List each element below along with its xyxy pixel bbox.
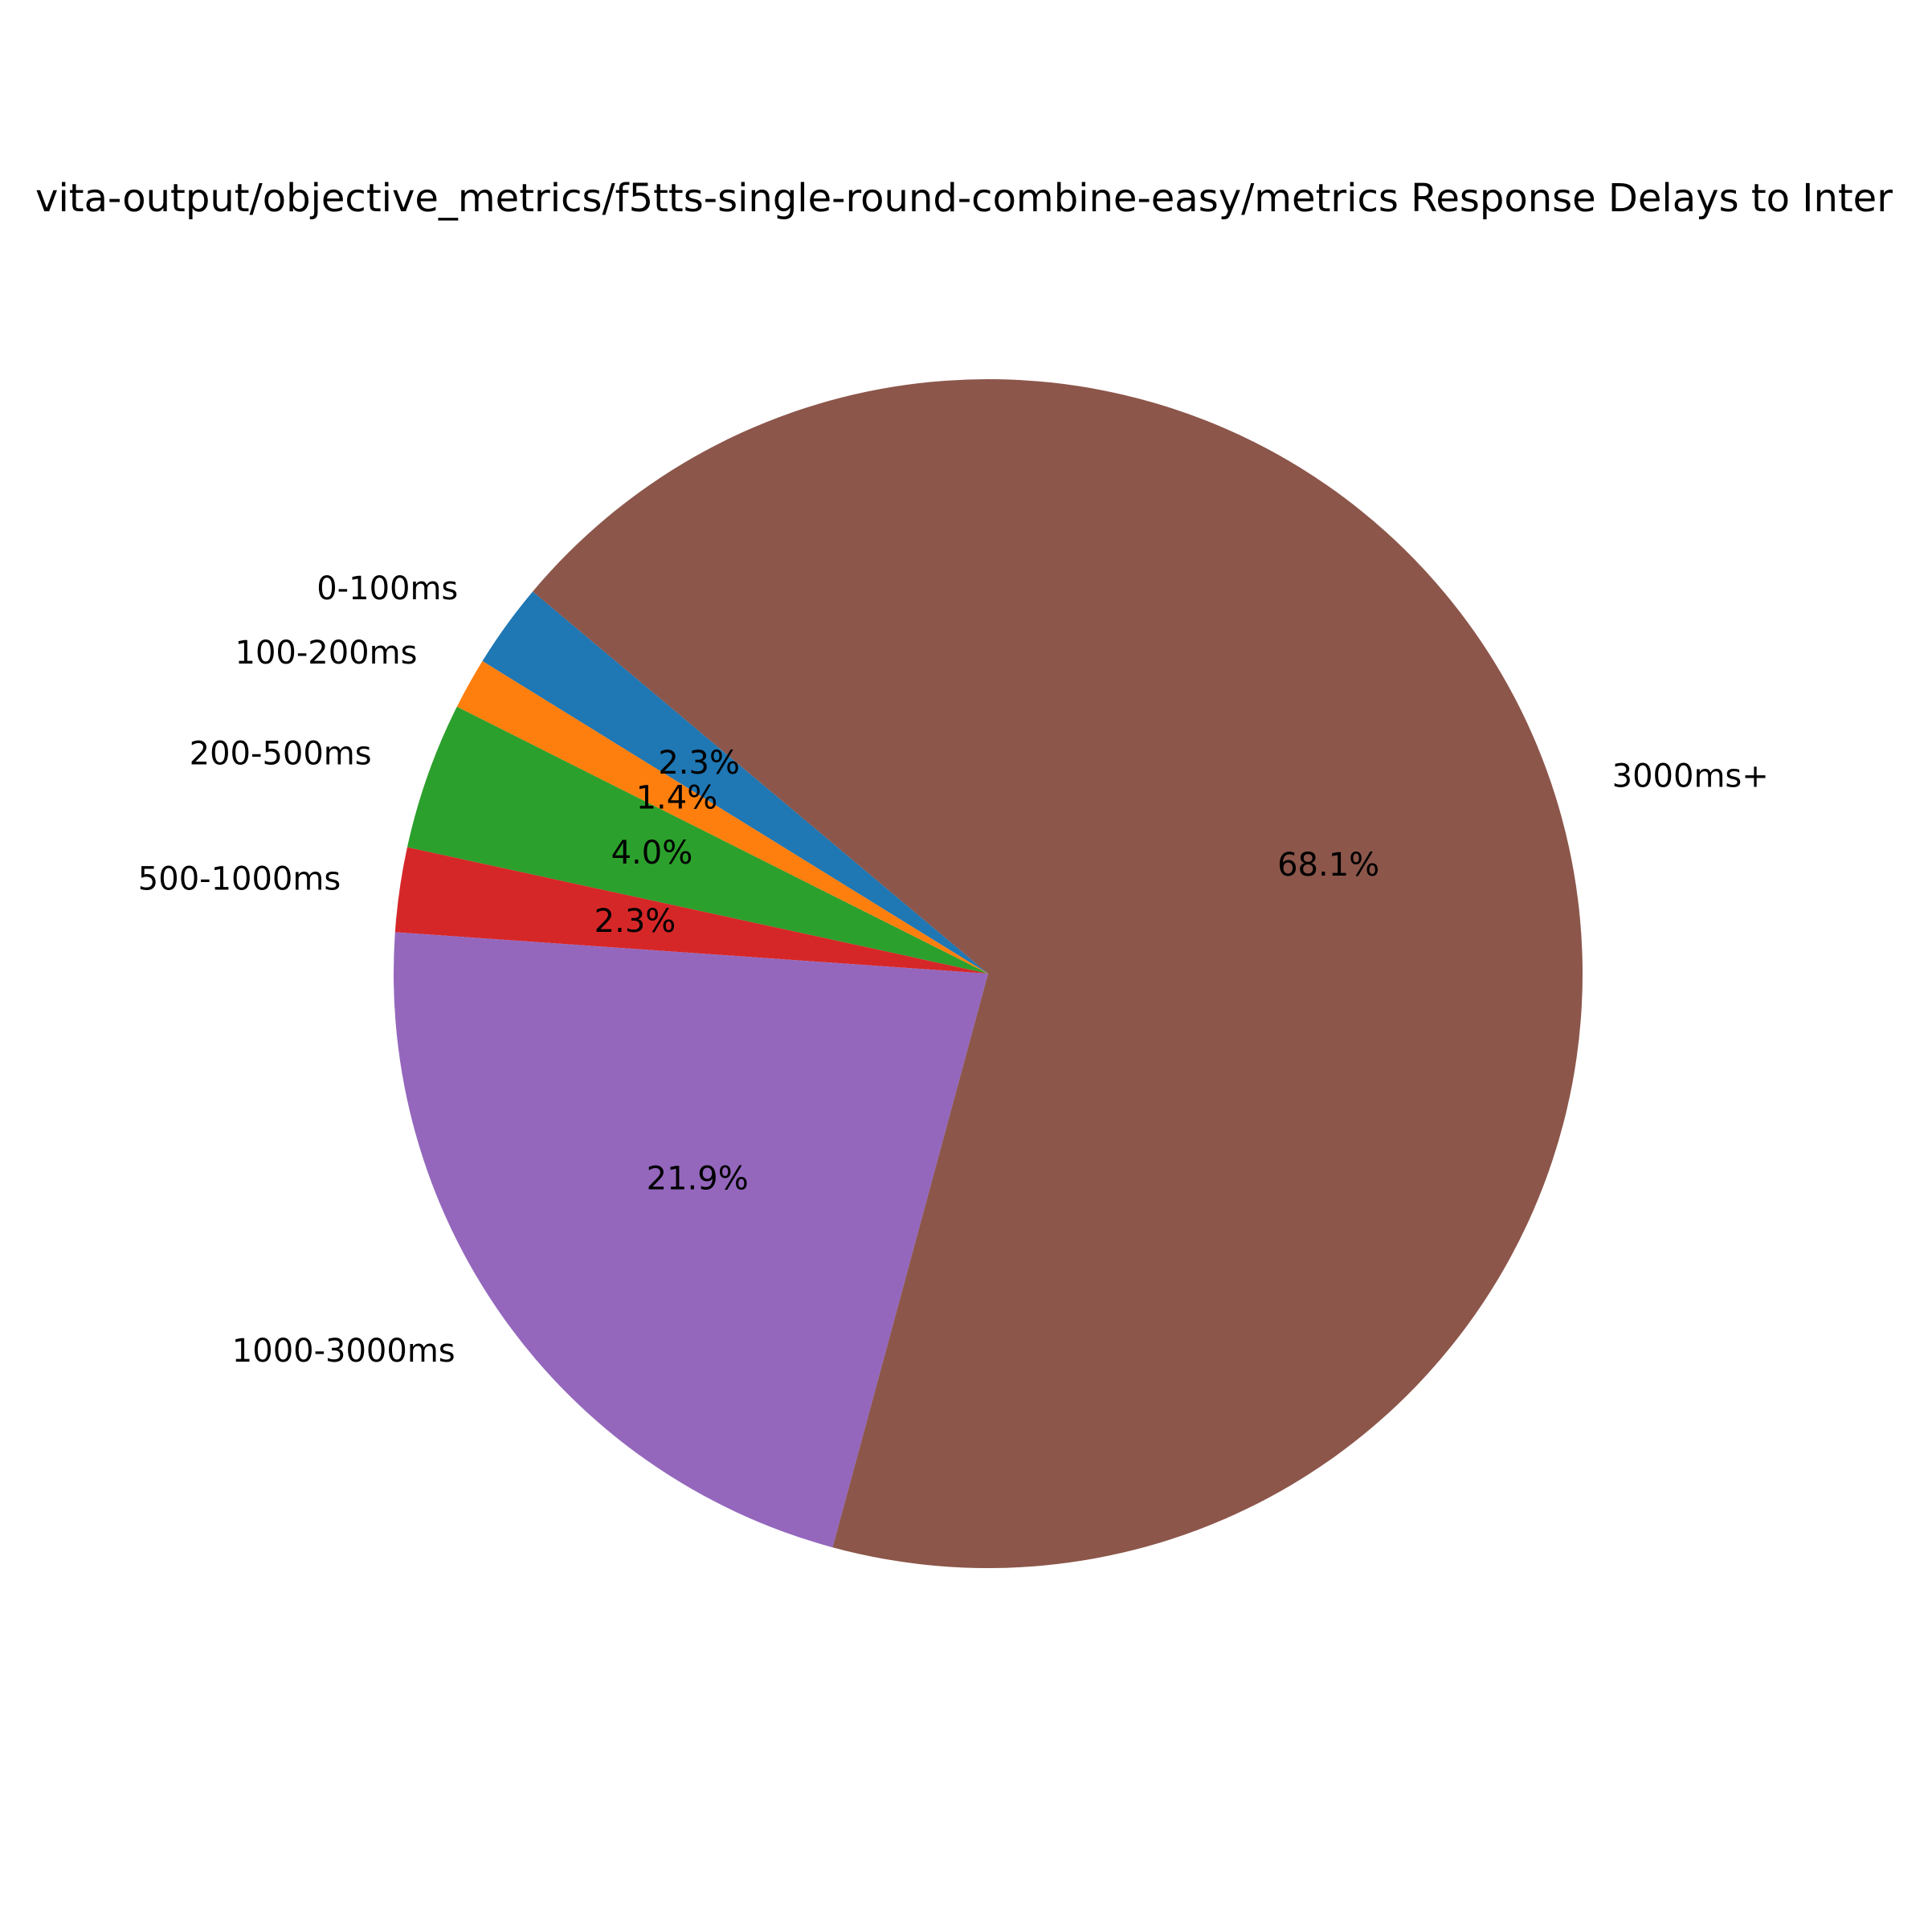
pie-slice-200-500ms [406,706,989,974]
slice-percent-100-200ms: 1.4% [636,779,718,816]
chart-title: vita-output/objective_metrics/f5tts-sing… [35,176,1893,221]
pie-slice-100-200ms [456,660,988,974]
slice-percent-3000ms: 68.1% [1277,847,1379,884]
pie-slice-3000ms [533,378,1583,1568]
slice-label-1000-3000ms: 1000-3000ms [232,1333,455,1370]
pie-slice-1000-3000ms [394,932,989,1548]
slice-label-3000ms: 3000ms+ [1612,758,1769,794]
slice-label-0-100ms: 0-100ms [317,570,458,607]
pie-slice-0-100ms [482,591,988,974]
slice-percent-500-1000ms: 2.3% [594,903,676,940]
slice-percent-0-100ms: 2.3% [658,745,740,782]
slice-label-200-500ms: 200-500ms [190,736,372,773]
pie-slice-500-1000ms [394,847,988,974]
slice-percent-200-500ms: 4.0% [611,835,693,872]
slice-percent-1000-3000ms: 21.9% [647,1160,749,1197]
pie-labels: 0-100ms 2.3% 100-200ms 1.4% 200-500ms 4.0% 500… [138,570,1769,1370]
pie-slices [394,378,1583,1568]
slice-label-500-1000ms: 500-1000ms [138,861,341,898]
slice-label-100-200ms: 100-200ms [235,635,418,672]
